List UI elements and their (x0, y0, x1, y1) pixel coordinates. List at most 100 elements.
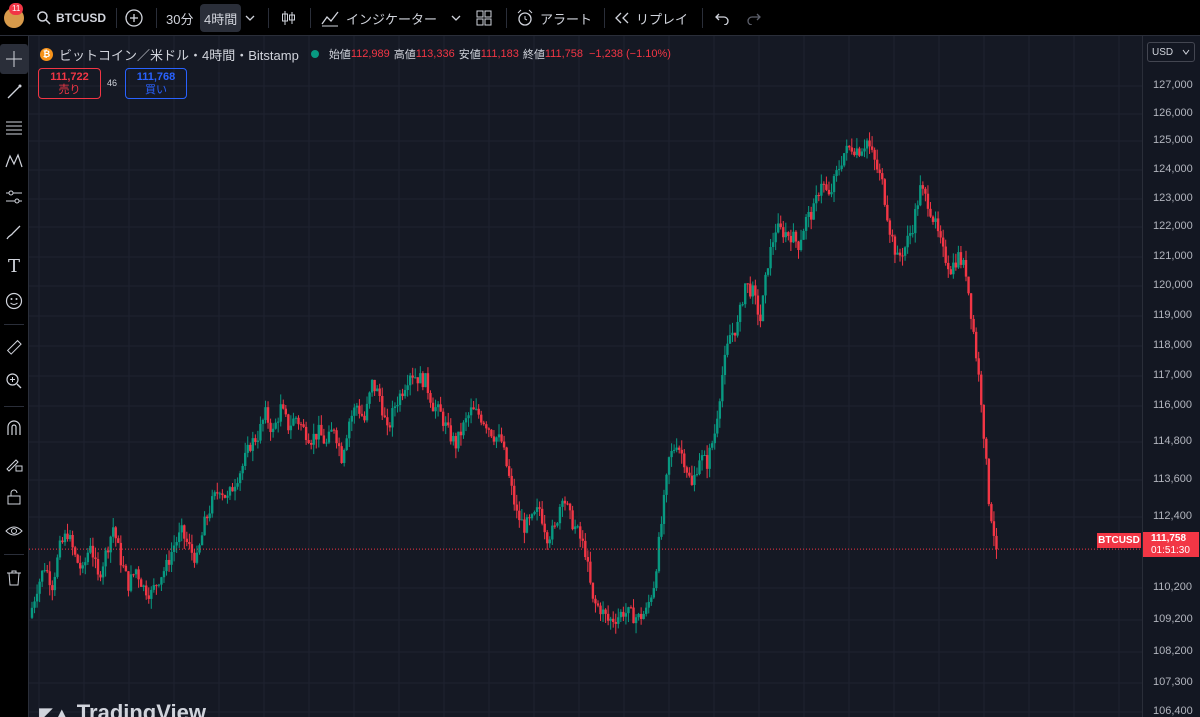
candle-body (167, 559, 171, 565)
alert-button[interactable]: アラート (516, 0, 592, 36)
indicators-dropdown-button[interactable] (450, 0, 462, 36)
chart-pane[interactable]: ◤▲ TradingView (29, 36, 1142, 717)
candle-body (774, 232, 777, 243)
currency-selector[interactable]: USD (1147, 42, 1195, 62)
price-chart[interactable] (29, 36, 1142, 717)
candle-body (490, 429, 493, 437)
candle-body (35, 593, 39, 602)
candle-body (261, 419, 265, 424)
candle-body (804, 216, 808, 231)
remove-drawings-tool[interactable] (0, 563, 28, 593)
prediction-tool[interactable] (0, 182, 28, 212)
interval-30m-button[interactable]: 30分 (166, 0, 193, 36)
candle-body (700, 455, 704, 461)
text-tool[interactable]: T (0, 251, 28, 281)
candle-body (609, 618, 612, 621)
candle-body (444, 422, 447, 426)
chart-type-button[interactable] (279, 0, 297, 36)
trend-line-icon (7, 84, 22, 99)
candle-body (94, 557, 97, 560)
price-tick-label: 121,000 (1153, 250, 1193, 262)
lock-drawings-tool[interactable] (0, 482, 28, 512)
price-tick-label: 124,000 (1153, 163, 1193, 175)
candle-body (79, 562, 82, 569)
icon-tool[interactable] (0, 286, 28, 316)
candle-body (891, 234, 894, 237)
interval-dropdown-button[interactable] (244, 0, 256, 36)
candle-body (492, 436, 496, 442)
layout-templates-button[interactable] (476, 0, 492, 36)
candle-body (223, 494, 227, 498)
close-label: 終値 (522, 49, 545, 61)
candle-body (977, 358, 980, 375)
buy-button[interactable]: 111,768 買い (125, 68, 187, 99)
redo-icon (747, 13, 761, 25)
redo-button[interactable] (746, 0, 762, 36)
pattern-tool[interactable] (0, 146, 28, 176)
candle-body (551, 525, 554, 540)
candle-body (726, 343, 729, 355)
replay-button[interactable]: リプレイ (614, 0, 688, 36)
candle-body (157, 584, 161, 586)
grid-icon (476, 10, 492, 26)
candle-body (670, 450, 673, 458)
candle-body (992, 521, 996, 536)
magnet-tool[interactable] (0, 413, 28, 443)
undo-icon (715, 13, 729, 25)
candle-body (558, 506, 562, 524)
candle-body (124, 565, 128, 572)
stay-in-drawing-mode-tool[interactable] (0, 449, 28, 479)
candle-body (903, 247, 907, 256)
brush-tool[interactable] (0, 217, 28, 247)
candle-body (947, 262, 950, 270)
interval-4h-button[interactable]: 4時間 (200, 4, 242, 32)
sell-button[interactable]: 111,722 売り (38, 68, 101, 99)
candle-body (226, 495, 229, 498)
candle-body (452, 436, 455, 442)
legend-title[interactable]: ビットコイン／米ドル・4時間・Bitstamp (59, 47, 299, 63)
crosshair-tool[interactable] (0, 44, 28, 74)
candle-body (967, 276, 970, 294)
hide-drawings-tool[interactable] (0, 516, 28, 546)
compare-symbol-button[interactable] (124, 0, 144, 36)
measure-tool[interactable] (0, 332, 28, 362)
eye-icon (5, 526, 23, 536)
zoom-tool[interactable] (0, 366, 28, 396)
candle-body (142, 585, 145, 587)
candle-body (66, 533, 69, 540)
horizontal-lines-icon (6, 121, 22, 135)
candle-body (233, 486, 237, 492)
candle-body (345, 438, 348, 450)
candle-body (429, 393, 432, 403)
candle-body (556, 523, 559, 526)
chevron-down-icon (451, 15, 461, 21)
candle-body (563, 500, 567, 504)
interval-4h-label: 4時間 (204, 11, 238, 27)
candle-body (954, 262, 958, 268)
rewind-icon (615, 12, 629, 24)
candle-body (370, 379, 374, 393)
candle-body (510, 475, 513, 486)
candle-body (363, 415, 366, 421)
indicators-button[interactable]: インジケーター (320, 0, 437, 36)
candle-body (30, 607, 34, 618)
trend-line-tool[interactable] (0, 77, 28, 107)
candle-body (254, 438, 257, 442)
candle-body (256, 440, 260, 442)
price-axis[interactable]: USD 127,000 126,000 125,000 124,000 123,000 1… (1142, 36, 1200, 717)
candle-body (733, 332, 737, 336)
user-avatar[interactable]: 11 (0, 0, 28, 36)
candle-body (634, 617, 638, 624)
candle-body (315, 433, 318, 440)
candle-body (924, 188, 927, 194)
candle-body (513, 485, 516, 505)
undo-button[interactable] (714, 0, 730, 36)
fib-retracement-tool[interactable] (0, 112, 28, 142)
candle-body (614, 621, 617, 624)
candle-body (411, 375, 414, 378)
ruler-icon (6, 339, 22, 355)
candle-body (401, 393, 404, 397)
candle-body (980, 374, 983, 405)
candle-body (147, 595, 150, 599)
symbol-search-button[interactable]: BTCUSD (36, 0, 106, 36)
